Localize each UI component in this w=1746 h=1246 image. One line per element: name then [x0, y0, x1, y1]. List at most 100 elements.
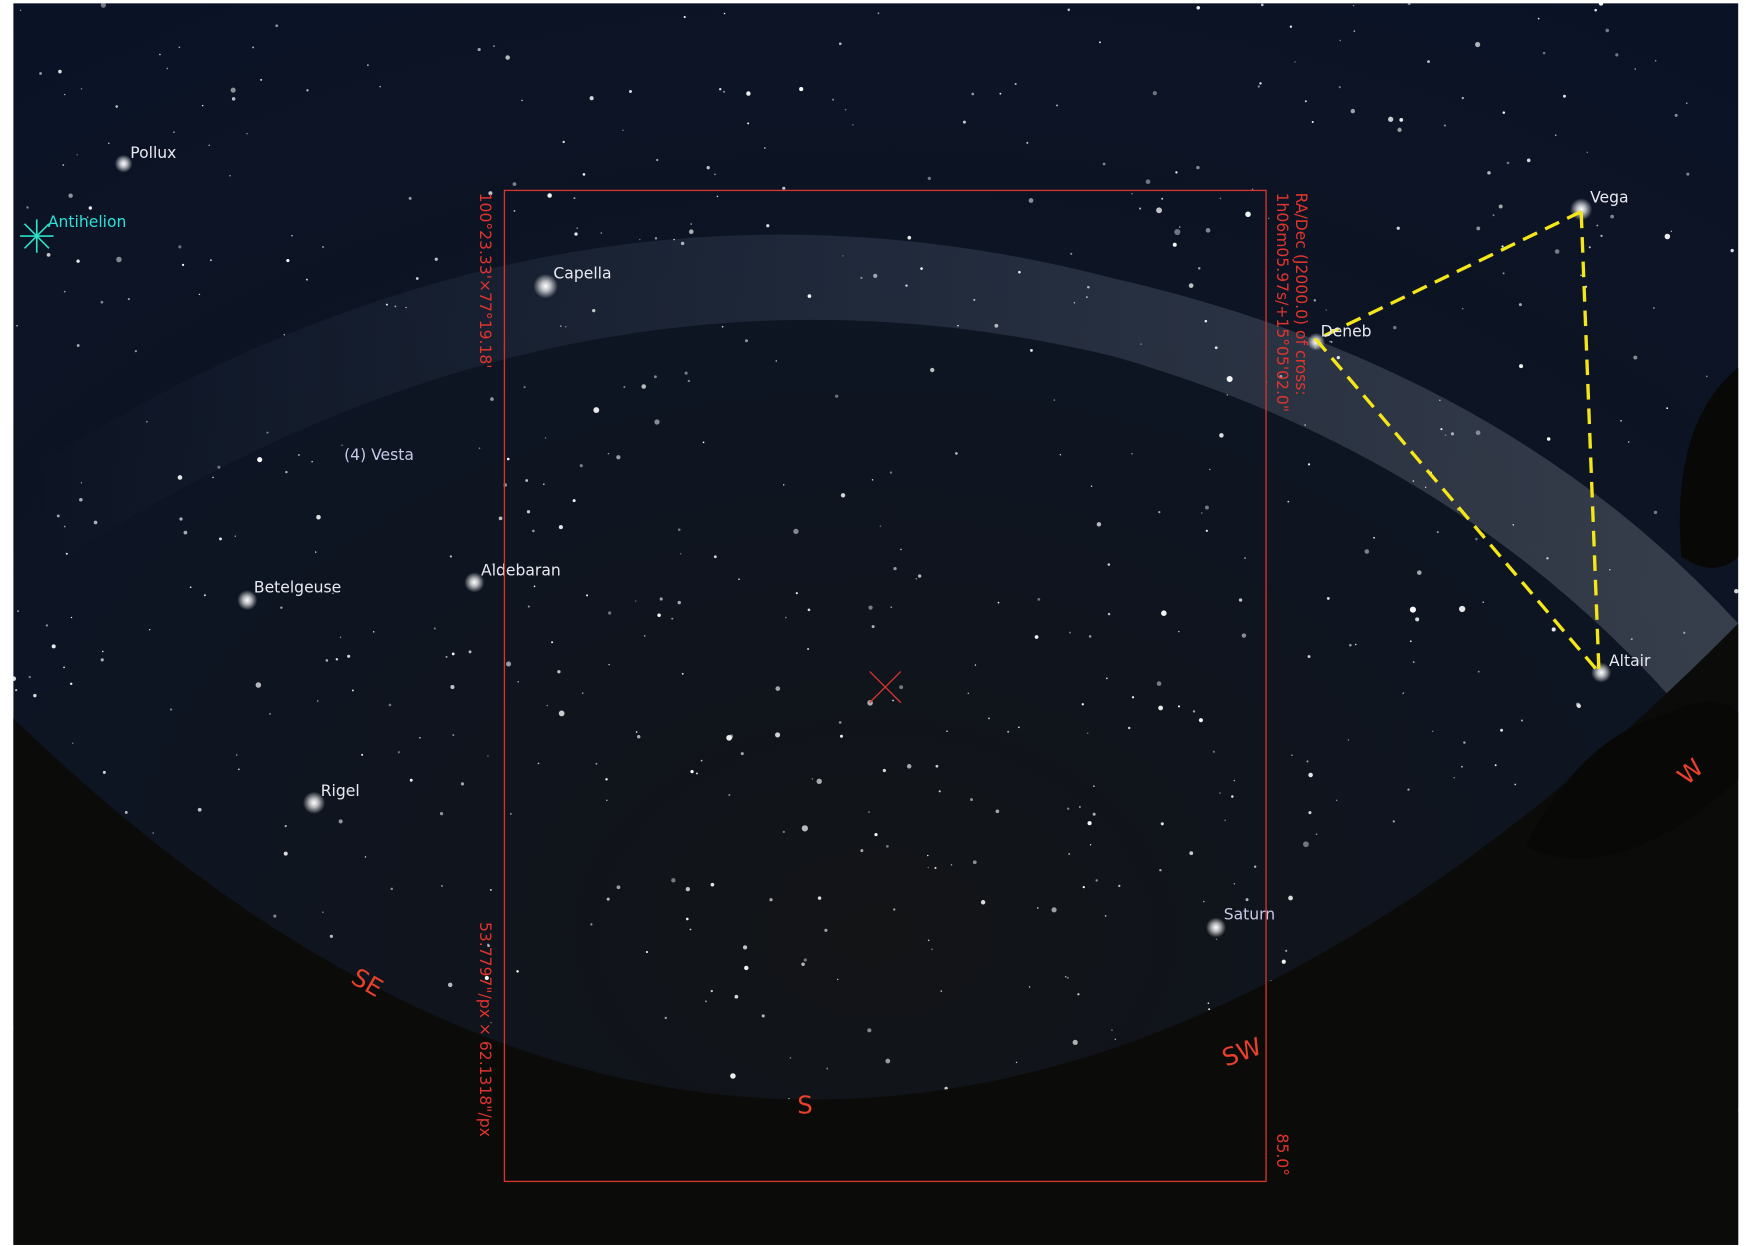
star [1519, 364, 1524, 369]
star [273, 914, 277, 918]
star [234, 535, 236, 537]
star [704, 1000, 707, 1003]
star [1364, 549, 1370, 554]
star [1453, 776, 1456, 779]
star [1502, 272, 1505, 275]
star [1349, 643, 1352, 647]
star [1131, 192, 1133, 195]
star [1066, 807, 1070, 810]
star [1034, 635, 1039, 639]
star [1007, 730, 1010, 733]
star [1461, 307, 1464, 310]
star [201, 104, 204, 107]
star [434, 257, 438, 261]
star [316, 514, 321, 520]
bright-stars [20, 154, 1612, 938]
star [1325, 309, 1327, 311]
star [11, 676, 17, 681]
star [1131, 696, 1135, 699]
star [1526, 158, 1531, 163]
star [1392, 820, 1395, 823]
star [1114, 1038, 1116, 1041]
star [1308, 811, 1312, 815]
star [116, 256, 122, 263]
star [714, 173, 716, 176]
star [490, 1022, 492, 1024]
star [595, 762, 598, 765]
star [1069, 631, 1071, 634]
star [1554, 249, 1560, 254]
star [447, 982, 453, 988]
star [622, 129, 624, 132]
star [885, 1058, 891, 1064]
star [1347, 739, 1350, 741]
star [1087, 821, 1092, 826]
star [931, 948, 933, 951]
star [86, 216, 89, 219]
star [1026, 141, 1029, 144]
star [1303, 841, 1309, 848]
star [639, 238, 641, 241]
star [1506, 161, 1510, 165]
star [1172, 242, 1177, 247]
star [533, 585, 536, 588]
star [1475, 537, 1478, 541]
star [1189, 851, 1194, 856]
star [1131, 452, 1133, 455]
star [1461, 96, 1464, 100]
star [1407, 2, 1411, 6]
star [1161, 610, 1167, 616]
star [1072, 1039, 1078, 1045]
star [1089, 844, 1092, 846]
star [1459, 605, 1466, 613]
star [994, 323, 999, 328]
star [558, 710, 565, 717]
star [581, 692, 584, 694]
star [1542, 51, 1546, 55]
star [1431, 730, 1434, 732]
star [1212, 750, 1215, 753]
star [1241, 633, 1247, 638]
star [967, 692, 970, 695]
star [347, 654, 351, 658]
star [868, 605, 873, 610]
star [546, 704, 549, 707]
star [1500, 728, 1504, 732]
star [950, 864, 953, 866]
compass-label: S [797, 1090, 813, 1119]
star [784, 616, 787, 619]
star [1028, 198, 1034, 203]
star [1329, 340, 1331, 343]
star [178, 46, 181, 49]
star [940, 990, 943, 992]
star [890, 606, 893, 609]
star [62, 164, 65, 166]
star [687, 379, 691, 383]
star [498, 516, 503, 521]
star [516, 970, 519, 973]
star [835, 394, 839, 398]
star [1427, 60, 1430, 63]
star [71, 742, 74, 745]
star [16, 324, 18, 327]
star [283, 851, 288, 856]
star [723, 12, 726, 15]
star [782, 484, 785, 486]
star [525, 479, 529, 482]
star [68, 193, 73, 198]
star [321, 911, 324, 914]
star [181, 263, 185, 267]
star [955, 452, 958, 455]
star [169, 708, 173, 711]
star [730, 1073, 736, 1079]
star [593, 407, 600, 414]
star [544, 437, 547, 439]
star [39, 72, 42, 75]
star [1546, 437, 1551, 441]
star [1705, 375, 1708, 378]
star [1444, 434, 1447, 436]
star [927, 854, 929, 857]
star [1475, 41, 1481, 48]
rotation-label: 85.0° [1273, 1134, 1291, 1176]
star [1201, 512, 1203, 514]
